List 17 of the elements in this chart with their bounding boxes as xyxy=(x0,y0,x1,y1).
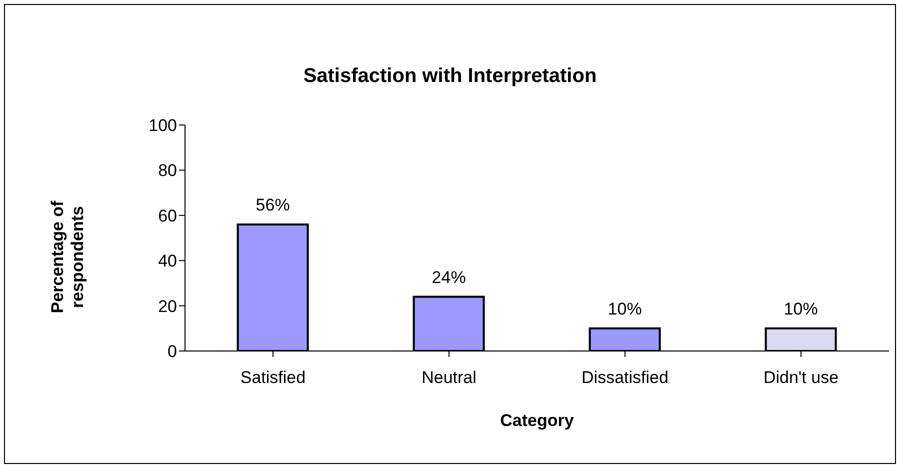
x-tick-label: Neutral xyxy=(422,368,476,388)
x-tick-label: Dissatisfied xyxy=(582,368,668,388)
data-label: 56% xyxy=(256,195,290,214)
x-tick-label: Satisfied xyxy=(240,368,306,388)
x-axis-title: Category xyxy=(500,411,574,430)
y-tick-label: 0 xyxy=(168,342,177,362)
x-tick-label: Didn't use xyxy=(763,368,839,388)
y-tick-label: 60 xyxy=(158,206,177,226)
y-axis-title: Percentage of respondents xyxy=(48,200,87,314)
y-tick-label: 20 xyxy=(158,296,177,316)
y-tick-label: 100 xyxy=(148,116,177,136)
data-label: 10% xyxy=(608,299,642,318)
data-label: 10% xyxy=(784,299,818,318)
y-tick-label: 80 xyxy=(158,161,177,180)
data-label: 24% xyxy=(432,268,466,287)
chart-title: Satisfaction with Interpretation xyxy=(302,65,598,88)
y-tick-label: 40 xyxy=(158,252,177,271)
